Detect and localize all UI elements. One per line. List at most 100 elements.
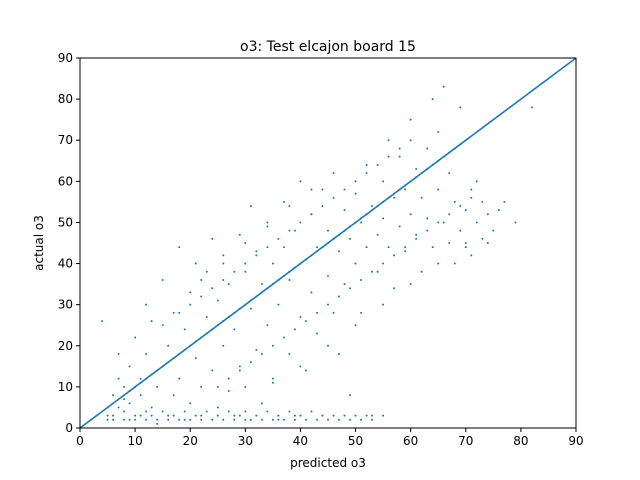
data-point [227, 283, 230, 286]
data-point [365, 172, 368, 175]
data-point [211, 418, 214, 421]
data-point [365, 246, 368, 249]
data-point [244, 262, 247, 265]
data-point [349, 394, 352, 397]
data-point [338, 418, 341, 421]
data-point [315, 418, 318, 421]
data-point [266, 410, 269, 413]
data-point [453, 200, 456, 203]
data-point [123, 398, 126, 401]
data-point [354, 192, 357, 195]
data-point [134, 336, 137, 339]
y-tick-label: 10 [58, 380, 73, 394]
data-point [343, 283, 346, 286]
data-point [327, 344, 329, 347]
data-point [277, 414, 280, 417]
data-point [338, 250, 341, 253]
data-point [249, 205, 252, 207]
data-point [172, 311, 175, 314]
data-point [233, 270, 236, 273]
data-point [200, 295, 203, 298]
data-point [277, 418, 280, 421]
data-point [277, 303, 280, 306]
data-point [244, 385, 247, 388]
data-point [222, 344, 225, 347]
data-point [244, 270, 247, 273]
data-point [437, 188, 440, 191]
data-point [238, 414, 241, 417]
data-point [128, 418, 131, 421]
data-point [150, 406, 153, 409]
data-point [332, 196, 335, 199]
data-point [161, 324, 164, 327]
data-point [371, 418, 374, 421]
data-point [260, 353, 263, 355]
data-point [382, 217, 385, 220]
data-point [349, 287, 352, 290]
data-point [233, 414, 236, 417]
data-point [415, 168, 418, 170]
data-point [530, 106, 533, 109]
y-tick-label: 80 [58, 92, 73, 106]
data-point [365, 414, 368, 417]
data-point [349, 418, 352, 421]
data-point [382, 180, 385, 183]
data-point [415, 233, 418, 236]
data-point [139, 377, 142, 380]
data-point [387, 155, 390, 158]
data-point [288, 205, 291, 207]
data-point [260, 402, 263, 405]
data-point [145, 303, 148, 306]
data-point [409, 283, 412, 286]
data-point [156, 422, 159, 425]
data-point [354, 180, 357, 183]
data-point [194, 262, 197, 265]
data-point [156, 418, 159, 421]
data-point [398, 147, 401, 150]
data-point [183, 418, 186, 421]
data-point [343, 188, 346, 191]
data-point [327, 274, 329, 277]
data-point [156, 385, 159, 388]
data-point [404, 246, 407, 249]
x-tick-label: 30 [238, 434, 253, 448]
x-tick-label: 10 [127, 434, 142, 448]
data-point [106, 418, 109, 421]
data-point [271, 262, 274, 265]
data-point [238, 369, 241, 372]
data-point [112, 418, 115, 421]
data-point [459, 106, 462, 109]
data-point [299, 316, 302, 318]
data-point [167, 418, 170, 421]
x-axis-label: predicted o3 [290, 456, 366, 470]
x-tick-label: 90 [568, 434, 583, 448]
data-point [167, 344, 170, 347]
data-point [266, 324, 269, 327]
data-point [304, 369, 307, 372]
data-point [437, 221, 440, 224]
data-point [387, 246, 390, 249]
reference-line [79, 57, 577, 429]
data-point [112, 394, 115, 397]
data-point [266, 221, 269, 224]
data-point [139, 394, 142, 397]
data-point [393, 287, 396, 290]
y-axis-ticks: 0 10 20 30 40 50 60 70 80 90 [58, 51, 80, 435]
data-point [310, 188, 313, 191]
data-point [222, 254, 225, 257]
data-point [249, 418, 252, 421]
data-point [282, 246, 285, 249]
data-point [470, 196, 473, 199]
data-point [315, 311, 318, 314]
data-point [393, 196, 396, 199]
data-point [404, 188, 407, 191]
x-axis-ticks: 0 10 20 30 40 50 60 70 80 90 [76, 428, 584, 448]
y-tick-label: 70 [58, 133, 73, 147]
data-point [271, 377, 274, 380]
x-tick-label: 70 [458, 434, 473, 448]
data-point [172, 414, 175, 417]
data-point [244, 418, 247, 421]
data-point [315, 332, 318, 335]
x-tick-label: 20 [183, 434, 198, 448]
